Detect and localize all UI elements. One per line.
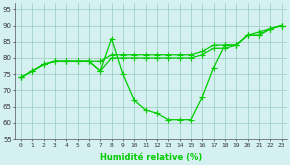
X-axis label: Humidité relative (%): Humidité relative (%) <box>100 153 202 162</box>
